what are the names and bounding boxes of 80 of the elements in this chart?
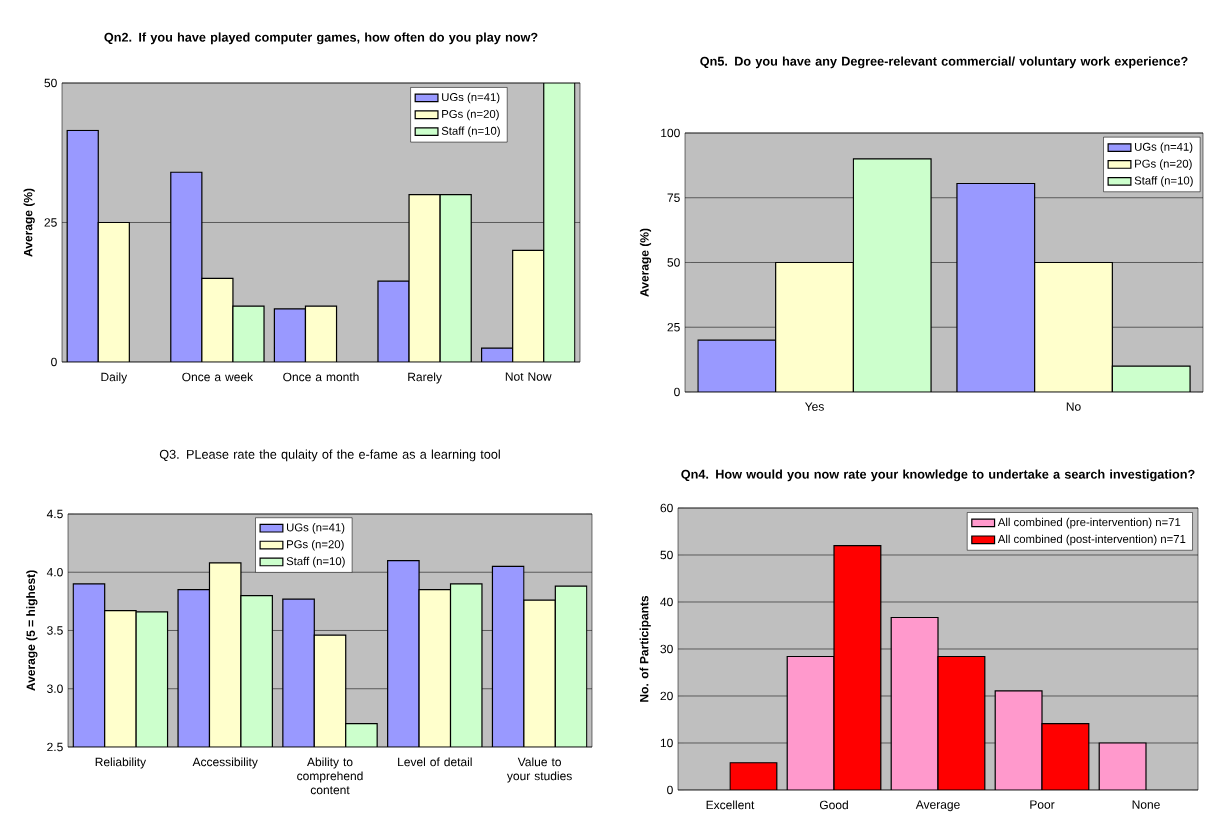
y-tick-label: 0 bbox=[674, 387, 680, 397]
legend-label: UGs (n=41) bbox=[1135, 142, 1193, 154]
legend-label: PGs (n=20) bbox=[287, 539, 344, 551]
chart-title: Qn2. If you have played computer games, how often do you play now? bbox=[104, 32, 538, 45]
y-tick-label: 0 bbox=[51, 357, 57, 367]
legend-label: Staff (n=10) bbox=[1134, 176, 1193, 187]
y-tick-label: 0 bbox=[667, 785, 673, 795]
x-tick-label: Once a week bbox=[182, 372, 254, 382]
x-tick-label: Rarely bbox=[408, 372, 442, 384]
bar bbox=[1041, 723, 1090, 790]
legend-label: PGs (n=20) bbox=[442, 109, 499, 121]
y-tick-label: 3.5 bbox=[47, 626, 63, 635]
chart-title: Qn5. Do you have any Degree-relevant commercial/ voluntary work experience? bbox=[700, 56, 1188, 69]
y-tick-label: 25 bbox=[44, 218, 57, 227]
bar bbox=[1098, 742, 1147, 790]
y-tick-label: 60 bbox=[660, 503, 673, 513]
bar bbox=[170, 171, 203, 362]
y-axis-title: Average (5 = highest) bbox=[26, 570, 38, 691]
bar bbox=[512, 249, 545, 362]
bar bbox=[834, 545, 881, 790]
x-tick-label: Poor bbox=[1030, 800, 1055, 809]
bar bbox=[377, 280, 410, 362]
legend-label: PGs (n=20) bbox=[1135, 159, 1192, 170]
y-tick-label: 50 bbox=[667, 258, 680, 267]
legend-label: Staff (n=10) bbox=[286, 556, 345, 568]
y-tick-label: 75 bbox=[667, 193, 680, 202]
y-tick-label: 2.5 bbox=[47, 742, 63, 752]
x-tick-label: Once a month bbox=[283, 372, 359, 382]
x-tick-label: Level of detail bbox=[398, 757, 472, 767]
y-tick-label: 10 bbox=[660, 738, 673, 748]
bar bbox=[787, 656, 835, 790]
bar bbox=[304, 305, 338, 362]
x-tick-label: Excellent bbox=[706, 800, 755, 810]
y-tick-label: 20 bbox=[660, 691, 673, 701]
legend-label: All combined (post-intervention) n=71 bbox=[997, 534, 1186, 546]
bar bbox=[232, 305, 265, 362]
x-tick-label: None bbox=[1132, 800, 1160, 809]
x-tick-label: Yes bbox=[804, 402, 824, 411]
x-tick-label: Accessibility bbox=[192, 757, 258, 769]
y-tick-label: 3.0 bbox=[47, 684, 63, 693]
chart-title: Q3. PLease rate the qulaity of the e-fame as a learning tool bbox=[159, 449, 500, 462]
y-axis-title: Average (%) bbox=[639, 228, 652, 297]
x-tick-label: Daily bbox=[101, 372, 128, 384]
x-tick-label: No bbox=[1066, 402, 1081, 411]
y-tick-label: 30 bbox=[660, 644, 673, 654]
y-tick-label: 50 bbox=[44, 78, 57, 88]
y-axis-title: Average (%) bbox=[23, 188, 35, 257]
bar bbox=[543, 82, 576, 362]
legend-label: UGs (n=41) bbox=[287, 523, 345, 534]
bar bbox=[956, 182, 1036, 392]
bar bbox=[439, 193, 472, 362]
x-tick-label: Ability to comprehend content bbox=[297, 757, 363, 795]
y-tick-label: 4.0 bbox=[46, 567, 63, 577]
x-tick-label: Good bbox=[819, 800, 848, 810]
x-tick-label: Value to your studies bbox=[506, 757, 572, 783]
bar bbox=[66, 129, 99, 362]
bar bbox=[1034, 261, 1113, 392]
x-tick-label: Not Now bbox=[505, 372, 552, 381]
bar bbox=[97, 221, 130, 362]
y-tick-label: 40 bbox=[660, 597, 673, 607]
bar bbox=[201, 277, 234, 362]
bar bbox=[697, 339, 777, 392]
legend-label: Staff (n=10) bbox=[441, 126, 500, 138]
x-tick-label: Reliability bbox=[95, 757, 147, 769]
legend-label: All combined (pre-intervention) n=71 bbox=[997, 517, 1181, 529]
bar bbox=[938, 656, 985, 790]
y-tick-label: 50 bbox=[660, 550, 673, 560]
x-tick-label: Average bbox=[915, 800, 960, 812]
bar bbox=[408, 193, 441, 362]
bar bbox=[775, 261, 854, 392]
y-axis-title: No. of Participants bbox=[639, 595, 651, 702]
y-tick-label: 4.5 bbox=[46, 509, 63, 519]
bar bbox=[730, 762, 777, 790]
legend-label: UGs (n=41) bbox=[442, 92, 500, 104]
chart-title: Qn4. How would you now rate your knowledge to undertake a search investigation? bbox=[681, 469, 1195, 482]
bar bbox=[995, 690, 1043, 790]
y-tick-label: 100 bbox=[661, 128, 680, 138]
y-tick-label: 25 bbox=[667, 322, 680, 332]
bar bbox=[273, 308, 307, 362]
bar bbox=[891, 617, 939, 790]
